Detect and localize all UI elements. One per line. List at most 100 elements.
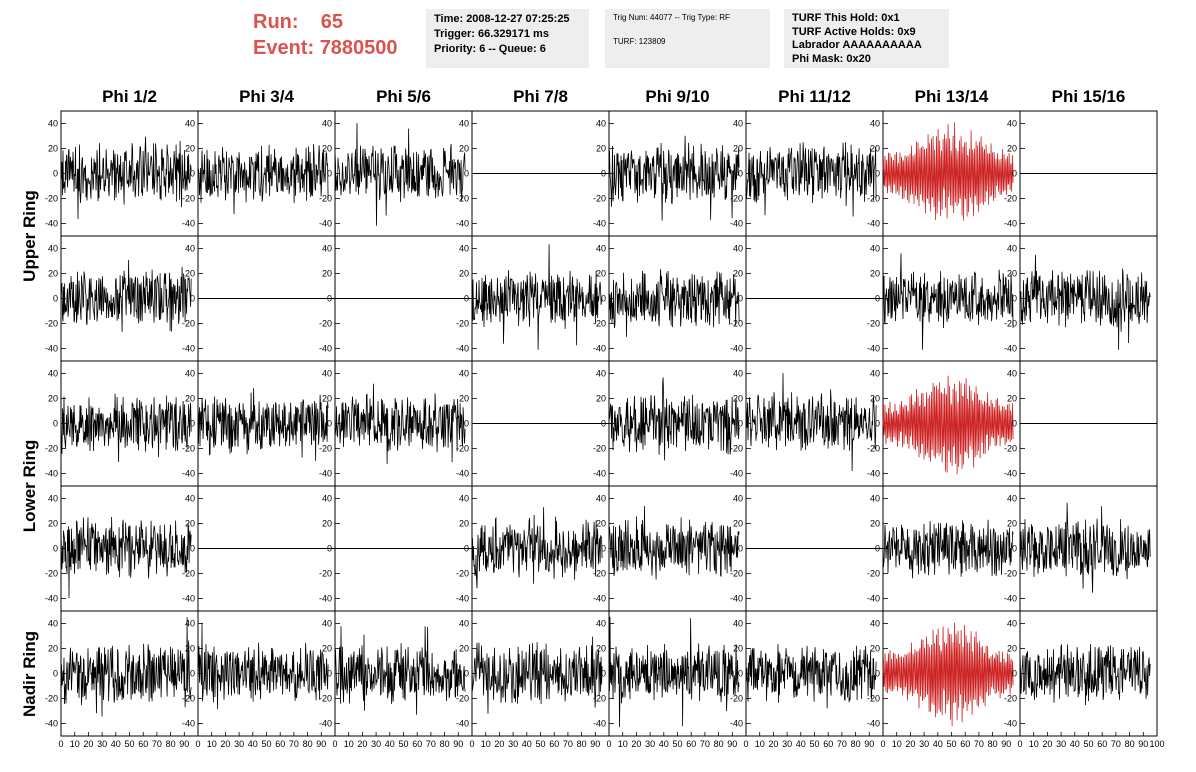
x-tick-label: 20 [768, 739, 778, 749]
y-tick-label: -20 [1004, 194, 1017, 204]
panel-r4-c4: -40 -20 0 20 40 [456, 485, 610, 612]
y-tick-label: 20 [1007, 269, 1017, 279]
y-tick-label: 0 [601, 669, 606, 679]
x-tick-label: 10 [892, 739, 902, 749]
y-tick-label: 20 [596, 519, 606, 529]
y-tick-label: -40 [1004, 344, 1017, 354]
y-tick-label: -40 [456, 219, 469, 229]
x-tick-label: 80 [1125, 739, 1135, 749]
y-tick-label: 20 [870, 519, 880, 529]
y-tick-label: -20 [45, 694, 58, 704]
y-tick-label: -40 [730, 719, 743, 729]
y-tick-label: -40 [456, 469, 469, 479]
y-tick-label: 40 [870, 119, 880, 129]
y-tick-label: 20 [870, 269, 880, 279]
y-tick-label: 40 [1007, 619, 1017, 629]
panel-r3-c4: -40 -20 0 20 40 [456, 360, 610, 487]
y-tick-label: 40 [185, 119, 195, 129]
y-tick-label: 0 [738, 169, 743, 179]
waveform-trace [608, 135, 740, 221]
x-tick-label: 20 [357, 739, 367, 749]
x-tick-label: 20 [220, 739, 230, 749]
run-event-info: Run: 65 Event: 7880500 [253, 9, 398, 61]
x-tick-label: 40 [1070, 739, 1080, 749]
x-tick-label: 70 [426, 739, 436, 749]
y-tick-label: 40 [322, 119, 332, 129]
y-tick-label: -20 [456, 569, 469, 579]
y-tick-label: -20 [593, 444, 606, 454]
y-tick-label: 20 [733, 644, 743, 654]
y-tick-label: -20 [182, 194, 195, 204]
y-tick-label: 40 [733, 119, 743, 129]
y-tick-label: -40 [867, 219, 880, 229]
y-tick-label: 40 [596, 244, 606, 254]
trig-info-box: Trig Num: 44077 -- Trig Type: RF TURF: 1… [605, 9, 770, 68]
x-tick-label: 0 [606, 739, 611, 749]
y-tick-label: -40 [182, 344, 195, 354]
waveform-trace [745, 644, 877, 709]
x-tick-label: 0 [743, 739, 748, 749]
x-tick-label: 60 [275, 739, 285, 749]
x-tick-label: 70 [563, 739, 573, 749]
x-tick-label: 90 [864, 739, 874, 749]
panel-r3-c3: -40 -20 0 20 40 [319, 360, 473, 487]
x-tick-label: 60 [960, 739, 970, 749]
y-tick-label: 20 [185, 519, 195, 529]
panel-r4-c2: -40 -20 0 20 40 [182, 485, 336, 612]
y-tick-label: 40 [596, 369, 606, 379]
y-tick-label: -20 [319, 444, 332, 454]
y-tick-label: 0 [327, 419, 332, 429]
y-tick-label: 0 [464, 544, 469, 554]
y-tick-label: 40 [1007, 494, 1017, 504]
x-tick-label: 40 [796, 739, 806, 749]
y-tick-label: -40 [867, 344, 880, 354]
y-tick-label: -40 [182, 719, 195, 729]
y-tick-label: -20 [730, 194, 743, 204]
y-tick-label: 20 [459, 519, 469, 529]
y-tick-label: 0 [601, 169, 606, 179]
column-header-5: Phi 9/10 [645, 87, 710, 106]
x-tick-label: 70 [1111, 739, 1121, 749]
y-tick-label: -40 [593, 219, 606, 229]
x-tick-label: 0 [195, 739, 200, 749]
x-tick-label: 80 [440, 739, 450, 749]
x-tick-label: 90 [453, 739, 463, 749]
y-tick-label: 0 [1012, 544, 1017, 554]
y-tick-label: 20 [322, 144, 332, 154]
y-tick-label: 0 [738, 419, 743, 429]
y-tick-label: -20 [867, 194, 880, 204]
y-tick-label: 0 [327, 669, 332, 679]
x-tick-label: 80 [988, 739, 998, 749]
y-tick-label: 0 [875, 419, 880, 429]
panel-r3-c2: -40 -20 0 20 40 [182, 360, 336, 487]
y-tick-label: 40 [185, 244, 195, 254]
y-tick-label: -20 [456, 444, 469, 454]
waveform-trace [608, 505, 740, 580]
x-tick-label: 70 [700, 739, 710, 749]
turf-active-line: TURF Active Holds: 0x9 [792, 25, 916, 38]
y-tick-label: 40 [459, 494, 469, 504]
y-tick-label: -20 [319, 569, 332, 579]
y-tick-label: 40 [322, 244, 332, 254]
x-tick-label: 10 [70, 739, 80, 749]
x-tick-label: 20 [494, 739, 504, 749]
y-tick-label: 0 [53, 544, 58, 554]
panel-r1-c4: -40 -20 0 20 40 [456, 110, 610, 237]
waveform-trace [608, 269, 740, 337]
y-tick-label: 20 [870, 144, 880, 154]
y-tick-label: -20 [730, 694, 743, 704]
y-tick-label: 0 [53, 294, 58, 304]
y-tick-label: -40 [45, 469, 58, 479]
waveform-trace [882, 122, 1014, 221]
y-tick-label: -40 [593, 344, 606, 354]
y-tick-label: -40 [319, 219, 332, 229]
y-tick-label: 40 [48, 619, 58, 629]
y-tick-label: -40 [319, 469, 332, 479]
y-tick-label: 40 [459, 244, 469, 254]
waveform-trace [1019, 502, 1151, 593]
y-tick-label: 0 [601, 294, 606, 304]
y-tick-label: 20 [459, 394, 469, 404]
turf-hold-line: TURF This Hold: 0x1 [792, 12, 900, 24]
